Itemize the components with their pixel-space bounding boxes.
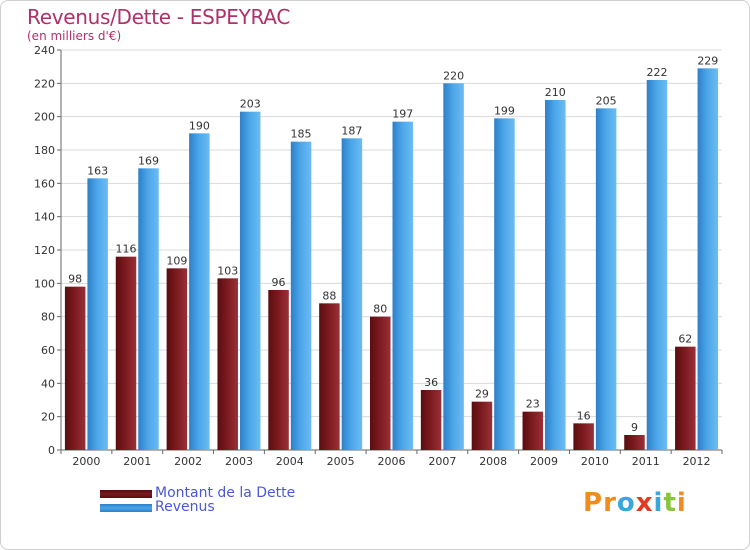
y-tick-label: 180 <box>34 144 55 157</box>
data-label: 116 <box>116 243 137 256</box>
x-tick-label: 2011 <box>632 455 660 468</box>
data-label: 16 <box>577 409 591 422</box>
bar-revenus <box>443 83 464 450</box>
data-labels: 9816311616910919010320396185881878019736… <box>68 54 718 434</box>
y-tick-label: 40 <box>41 377 55 390</box>
chart-title: Revenus/Dette - ESPEYRAC <box>27 5 291 29</box>
y-tick-label: 120 <box>34 244 55 257</box>
bar-revenus <box>545 100 566 450</box>
data-label: 103 <box>217 264 238 277</box>
bars <box>64 68 719 451</box>
bar-dette <box>268 290 289 450</box>
x-tick-label: 2010 <box>581 455 609 468</box>
y-tick-label: 60 <box>41 344 55 357</box>
bar-revenus <box>341 138 363 451</box>
data-label: 88 <box>322 289 336 302</box>
y-tick-label: 20 <box>41 411 55 424</box>
bar-dette <box>166 268 188 450</box>
legend-label-dette: Montant de la Dette <box>155 485 296 501</box>
bar-revenus <box>290 141 312 450</box>
x-tick-label: 2012 <box>683 455 711 468</box>
bar-dette <box>217 278 238 450</box>
data-label: 197 <box>392 108 413 121</box>
x-tick-label: 2007 <box>428 455 456 468</box>
bar-dette <box>624 435 645 450</box>
data-label: 187 <box>341 124 362 137</box>
data-label: 109 <box>166 254 187 267</box>
bar-revenus <box>392 121 413 451</box>
bar-dette <box>675 346 696 450</box>
x-tick-label: 2000 <box>72 455 100 468</box>
logo-letter: i <box>676 488 687 518</box>
x-tick-label: 2004 <box>276 455 304 468</box>
y-tick-label: 100 <box>34 277 55 290</box>
data-label: 98 <box>68 273 82 286</box>
data-label: 229 <box>697 54 718 67</box>
bar-dette <box>319 303 340 450</box>
x-tick-label: 2006 <box>378 455 406 468</box>
data-label: 210 <box>545 86 566 99</box>
bar-revenus <box>494 118 515 450</box>
x-tick-label: 2002 <box>174 455 202 468</box>
logo-letter: i <box>653 488 664 518</box>
y-tick-label: 80 <box>41 311 55 324</box>
bar-revenus <box>697 68 719 450</box>
bar-revenus <box>87 178 108 451</box>
logo-letter: t <box>663 488 677 518</box>
y-tick-label: 220 <box>34 77 55 90</box>
data-label: 199 <box>494 104 515 117</box>
data-label: 222 <box>646 66 667 79</box>
x-tick-label: 2009 <box>530 455 558 468</box>
data-label: 205 <box>596 94 617 107</box>
x-tick-label: 2001 <box>123 455 151 468</box>
data-label: 220 <box>443 69 464 82</box>
x-tick-label: 2003 <box>225 455 253 468</box>
chart-subtitle: (en milliers d'€) <box>27 29 122 43</box>
data-label: 80 <box>373 303 387 316</box>
data-label: 163 <box>87 164 108 177</box>
bar-dette <box>471 401 493 450</box>
bar-dette <box>420 390 442 450</box>
bar-dette <box>115 256 137 450</box>
data-label: 96 <box>272 276 286 289</box>
logo-letter: o <box>616 488 636 518</box>
x-tick-label: 2008 <box>479 455 507 468</box>
y-tick-label: 140 <box>34 211 55 224</box>
logo-letter: r <box>603 488 617 518</box>
y-tick-label: 160 <box>34 177 55 190</box>
logo-letter: x <box>635 488 654 518</box>
data-label: 185 <box>291 128 312 141</box>
bar-revenus <box>189 133 210 451</box>
data-label: 9 <box>631 421 638 434</box>
y-tick-label: 240 <box>34 44 55 57</box>
data-label: 23 <box>526 398 540 411</box>
bar-dette <box>64 286 86 450</box>
bar-dette <box>522 411 544 450</box>
legend-label-revenus: Revenus <box>155 499 215 515</box>
legend-swatch-dette <box>100 490 152 498</box>
bar-dette <box>573 423 594 450</box>
bar-revenus <box>138 168 159 451</box>
data-label: 169 <box>138 154 159 167</box>
data-label: 29 <box>475 388 489 401</box>
logo-letter: P <box>583 488 604 518</box>
legend-swatch-revenus <box>100 504 152 512</box>
data-label: 36 <box>424 376 438 389</box>
data-label: 62 <box>678 333 692 346</box>
y-tick-label: 0 <box>48 444 55 457</box>
data-label: 190 <box>189 119 210 132</box>
bar-revenus <box>595 108 617 450</box>
bar-dette <box>370 316 391 450</box>
x-tick-label: 2005 <box>327 455 355 468</box>
data-label: 203 <box>240 98 261 111</box>
bar-revenus <box>646 80 668 450</box>
bar-revenus <box>239 111 261 451</box>
y-tick-label: 200 <box>34 111 55 124</box>
proxiti-logo[interactable]: Proxiti <box>583 488 687 518</box>
